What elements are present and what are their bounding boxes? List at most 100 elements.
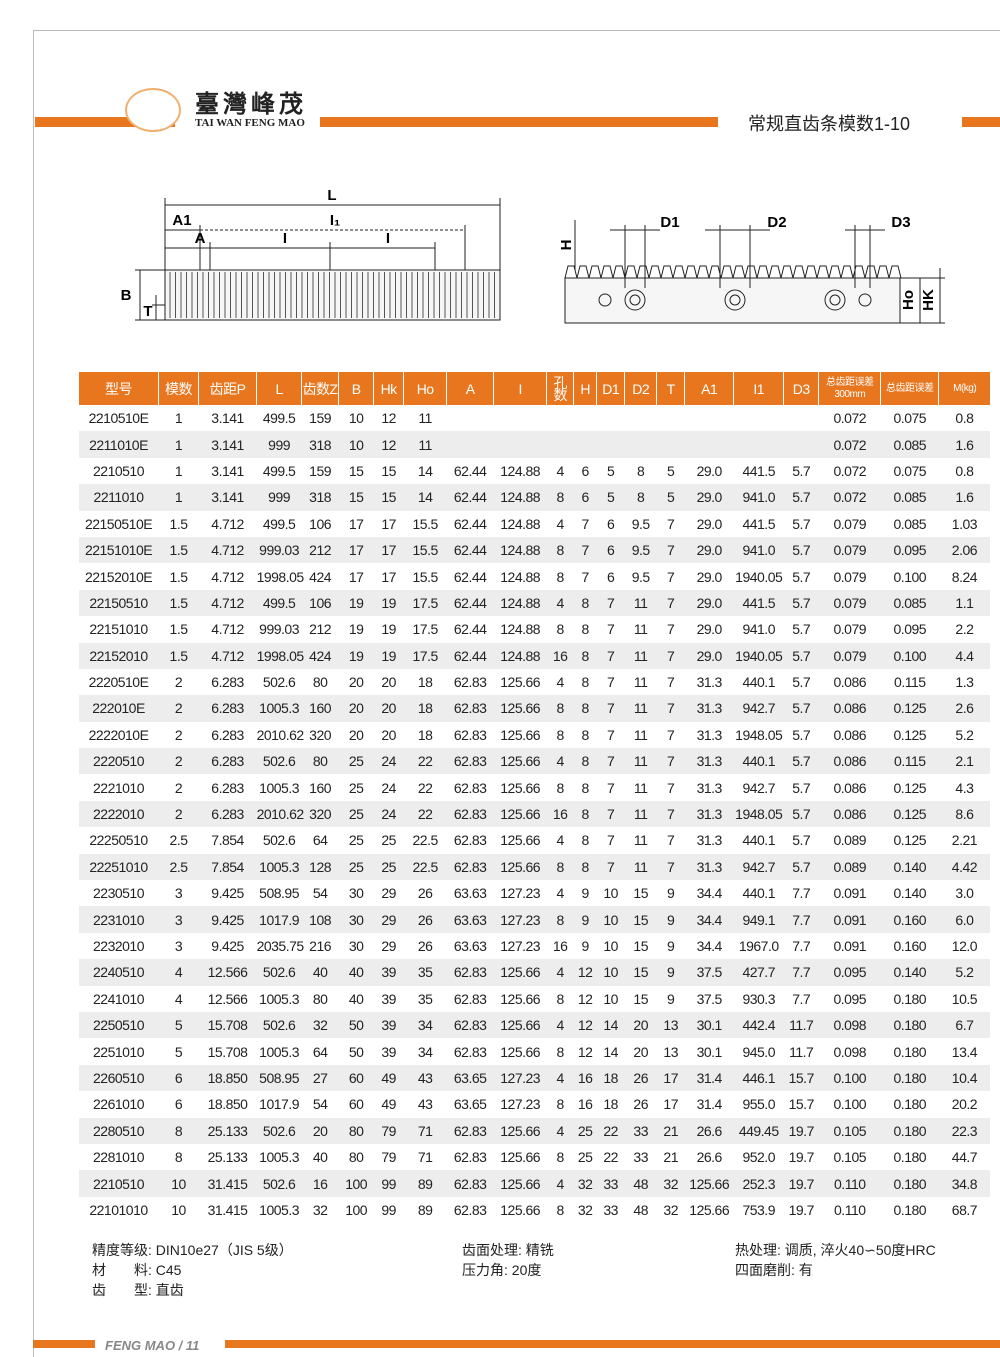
table-cell: 24 <box>381 779 396 796</box>
brand-cn: 臺灣峰茂 <box>195 89 307 118</box>
table-cell: 125.66 <box>493 695 547 722</box>
table-cell: 0.086 <box>818 695 881 722</box>
table-cell: 17 <box>338 536 374 564</box>
table-cell: 2221010 <box>93 779 145 796</box>
table-cell: 25 <box>577 1149 593 1166</box>
table-cell <box>573 431 597 458</box>
table-cell: 25 <box>348 779 364 796</box>
table-cell: 125.66 <box>689 1201 730 1218</box>
table-cell <box>494 405 547 431</box>
table-cell: 8.24 <box>951 568 978 585</box>
table-cell: 4 <box>174 990 183 1007</box>
table-cell: 6 <box>607 568 615 585</box>
footer-bar <box>225 1340 1000 1348</box>
table-cell: 0.091 <box>818 906 881 933</box>
table-cell: 34 <box>403 1011 447 1039</box>
table-cell: 0.085 <box>880 589 939 617</box>
table-cell: 5 <box>656 484 685 511</box>
table-cell: 44.7 <box>951 1149 978 1166</box>
table-cell: 22 <box>417 779 433 796</box>
table-cell: 2 <box>158 695 199 722</box>
table-cell: 999.03 <box>259 621 299 638</box>
table-cell: 11 <box>633 779 648 796</box>
table-cell: 2 <box>158 800 199 828</box>
table-cell: 930.3 <box>742 990 775 1007</box>
header-bar <box>962 117 1000 127</box>
table-cell: 30.1 <box>696 1043 723 1060</box>
table-cell: 29.0 <box>684 589 734 617</box>
table-cell: 0.180 <box>893 1201 927 1218</box>
table-cell: 11.7 <box>789 1043 814 1060</box>
table-cell: 7 <box>656 853 685 881</box>
table-cell: 7 <box>573 536 597 564</box>
table-cell: 1.3 <box>955 674 974 691</box>
table-cell: 12 <box>577 990 593 1007</box>
table-cell: 8 <box>556 1096 565 1113</box>
table-cell: 7.854 <box>211 832 244 849</box>
table-cell: 8 <box>556 568 565 585</box>
table-cell: 6 <box>174 1096 183 1113</box>
table-cell: 22150510 <box>78 589 159 617</box>
table-cell: 18.850 <box>207 1096 248 1113</box>
table-cell: 1948.05 <box>733 800 784 828</box>
table-cell: 33 <box>603 1201 618 1218</box>
spec-column: 热处理: 调质, 淬火40∽50度HRC 四面磨削: 有 <box>735 1240 936 1280</box>
dim-label: B <box>121 287 132 304</box>
column-header: T <box>656 372 685 405</box>
dim-label: Ho <box>900 290 917 310</box>
table-cell: 7 <box>607 726 615 743</box>
table-cell: 0.100 <box>818 1064 881 1092</box>
table-cell: 10 <box>338 431 374 458</box>
table-cell: 12.566 <box>198 959 257 986</box>
table-cell: 62.44 <box>446 536 494 564</box>
table-cell: 62.83 <box>453 674 487 691</box>
table-cell: 9 <box>581 938 590 954</box>
column-header: 总齿距误差300mm <box>818 372 881 405</box>
table-cell: 222010E <box>78 695 159 722</box>
table-cell: 29.0 <box>684 642 734 669</box>
dim-label: I <box>283 230 287 247</box>
table-cell: 6 <box>581 462 590 479</box>
table-cell: 2281010 <box>93 1149 145 1166</box>
table-cell: 0.125 <box>893 726 927 743</box>
table-cell: 35 <box>403 959 447 986</box>
table-cell: 8 <box>546 536 574 564</box>
table-cell: 31.3 <box>684 695 734 722</box>
table-cell: 4.4 <box>938 642 990 669</box>
table-cell: 0.180 <box>880 1064 939 1092</box>
table-cell: 9 <box>667 990 675 1007</box>
table-cell: 15.7 <box>783 1064 819 1092</box>
table-cell: 17.5 <box>403 642 447 669</box>
table-cell: 124.88 <box>493 589 547 617</box>
table-cell: 63.63 <box>453 938 487 954</box>
table-cell: 9 <box>573 906 597 933</box>
table-cell: 1005.3 <box>259 990 299 1007</box>
table-cell: 502.6 <box>256 959 302 986</box>
table-cell: 508.95 <box>256 1064 302 1092</box>
table-cell: 16 <box>301 1170 339 1197</box>
table-cell: 7 <box>596 589 625 617</box>
dim-label: I₁ <box>330 212 340 229</box>
table-cell <box>597 405 625 431</box>
table-cell: 22151010E <box>78 536 159 564</box>
table-cell: 6 <box>158 1064 199 1092</box>
table-cell: 440.1 <box>742 832 775 849</box>
table-cell: 5.7 <box>792 462 811 479</box>
table-cell: 15 <box>624 959 657 986</box>
table-cell: 32 <box>577 1201 593 1218</box>
table-cell: 20.2 <box>951 1096 978 1113</box>
table-cell: 17.5 <box>403 589 447 617</box>
table-cell: 4 <box>556 462 565 479</box>
table-cell: 18 <box>603 1096 618 1113</box>
table-cell: 1998.05 <box>256 568 305 585</box>
table-cell: 18 <box>417 726 433 743</box>
table-cell: 62.44 <box>453 462 487 479</box>
table-cell <box>547 405 574 431</box>
table-cell: 4 <box>546 1170 574 1197</box>
table-cell: 6.283 <box>198 800 257 828</box>
column-header: 模数 <box>158 372 199 405</box>
table-cell: 22 <box>603 1149 618 1166</box>
table-cell: 62.44 <box>453 621 487 638</box>
table-cell: 7.7 <box>792 885 811 902</box>
table-cell: 212 <box>309 621 332 638</box>
